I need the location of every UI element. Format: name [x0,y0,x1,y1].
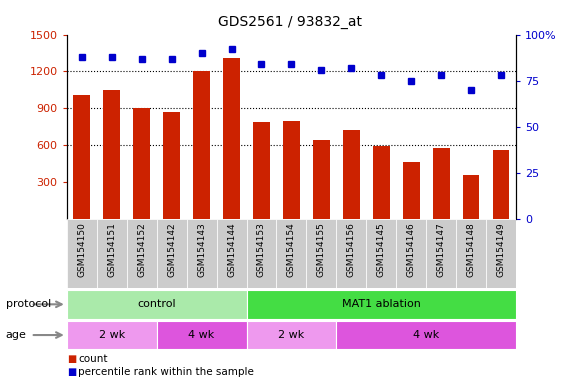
Bar [313,140,329,219]
Text: GSM154146: GSM154146 [407,222,416,277]
Bar [456,219,486,288]
Text: protocol: protocol [6,299,51,310]
Text: ■: ■ [67,367,76,377]
Text: 2 wk: 2 wk [278,330,304,340]
Text: GSM154150: GSM154150 [77,222,86,277]
Bar [157,219,187,288]
Text: GSM154154: GSM154154 [287,222,296,277]
Text: GSM154152: GSM154152 [137,222,146,277]
Bar [164,112,180,219]
Bar [306,219,336,288]
Bar [463,175,480,219]
Text: GSM154145: GSM154145 [377,222,386,277]
Text: GSM154142: GSM154142 [167,222,176,277]
Bar [336,219,367,288]
Bar [283,121,300,219]
Bar [67,321,157,349]
Bar [67,290,246,319]
Bar [157,321,246,349]
Bar [253,122,270,219]
Text: 2 wk: 2 wk [99,330,125,340]
Bar [403,162,419,219]
Bar [277,219,306,288]
Bar [103,90,120,219]
Bar [336,321,516,349]
Text: GSM154155: GSM154155 [317,222,326,277]
Bar [74,95,90,219]
Bar [187,219,216,288]
Text: age: age [6,330,27,340]
Text: GSM154153: GSM154153 [257,222,266,277]
Bar [246,290,516,319]
Text: count: count [78,354,108,364]
Bar [133,108,150,219]
Text: GSM154143: GSM154143 [197,222,206,277]
Bar [97,219,126,288]
Bar [396,219,426,288]
Bar [246,219,277,288]
Text: GSM154148: GSM154148 [467,222,476,277]
Text: GDS2561 / 93832_at: GDS2561 / 93832_at [218,15,362,29]
Bar [343,131,360,219]
Text: GSM154156: GSM154156 [347,222,356,277]
Text: MAT1 ablation: MAT1 ablation [342,299,420,310]
Bar [246,321,336,349]
Bar [433,147,450,219]
Bar [216,219,246,288]
Bar [373,146,390,219]
Text: GSM154144: GSM154144 [227,222,236,277]
Bar [223,58,240,219]
Text: 4 wk: 4 wk [413,330,440,340]
Text: GSM154149: GSM154149 [496,222,506,277]
Text: control: control [137,299,176,310]
Text: GSM154147: GSM154147 [437,222,446,277]
Bar [426,219,456,288]
Bar [367,219,396,288]
Bar [126,219,157,288]
Text: percentile rank within the sample: percentile rank within the sample [78,367,254,377]
Text: GSM154151: GSM154151 [107,222,116,277]
Bar [493,150,509,219]
Text: ■: ■ [67,354,76,364]
Bar [67,219,97,288]
Text: 4 wk: 4 wk [188,330,215,340]
Bar [193,71,210,219]
Bar [486,219,516,288]
